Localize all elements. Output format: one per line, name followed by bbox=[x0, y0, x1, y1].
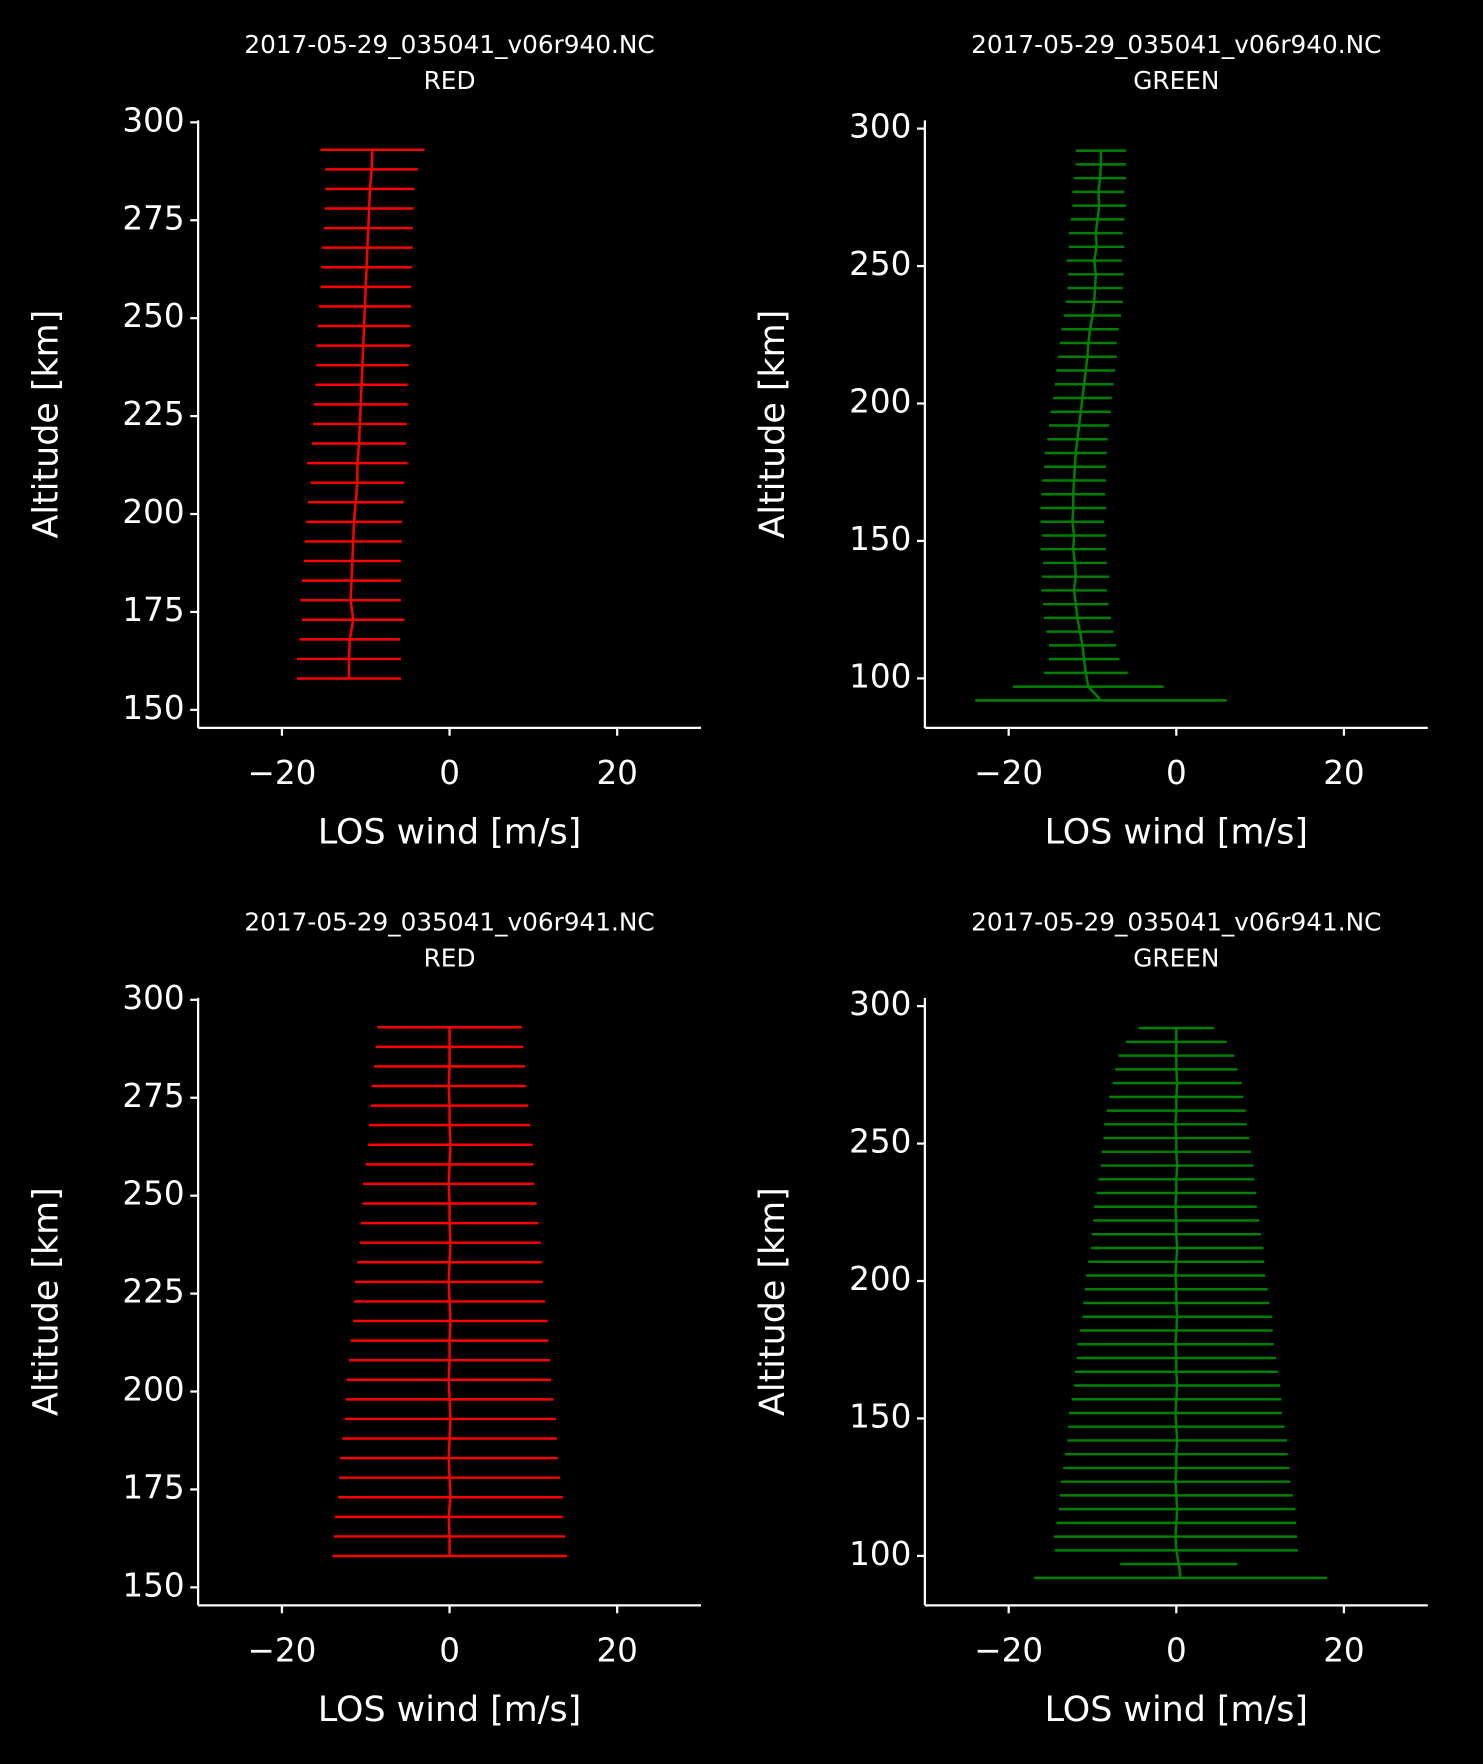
y-tick-label: 225 bbox=[122, 1273, 184, 1311]
profile-line bbox=[1071, 150, 1103, 702]
chart-title: 2017-05-29_035041_v06r941.NC bbox=[971, 908, 1381, 937]
y-tick-label: 175 bbox=[122, 591, 184, 629]
chart-subtitle: GREEN bbox=[1133, 66, 1219, 95]
x-tick-label: 20 bbox=[1323, 754, 1365, 792]
x-axis-label: LOS wind [m/s] bbox=[318, 1690, 581, 1730]
x-tick-label: −20 bbox=[974, 1632, 1043, 1670]
x-tick-label: −20 bbox=[974, 754, 1043, 792]
y-tick-label: 300 bbox=[849, 985, 911, 1023]
chart-subtitle: RED bbox=[424, 944, 476, 973]
y-tick-label: 100 bbox=[849, 1535, 911, 1573]
y-tick-label: 200 bbox=[849, 383, 911, 421]
profile-line bbox=[447, 1027, 452, 1557]
x-tick-label: 0 bbox=[1166, 754, 1187, 792]
y-tick-label: 225 bbox=[122, 395, 184, 433]
y-tick-label: 275 bbox=[122, 1077, 184, 1115]
x-axis-label: LOS wind [m/s] bbox=[318, 813, 581, 853]
x-axis-label: LOS wind [m/s] bbox=[1045, 1690, 1308, 1730]
y-tick-label: 150 bbox=[122, 1566, 184, 1604]
y-axis-label: Altitude [km] bbox=[753, 1187, 793, 1416]
y-tick-label: 250 bbox=[122, 1175, 184, 1213]
x-axis-label: LOS wind [m/s] bbox=[1045, 813, 1308, 853]
y-tick-label: 250 bbox=[849, 1123, 911, 1161]
y-tick-label: 275 bbox=[122, 199, 184, 237]
y-axis-label: Altitude [km] bbox=[26, 1187, 66, 1416]
y-tick-label: 300 bbox=[849, 108, 911, 146]
y-tick-label: 300 bbox=[122, 101, 184, 139]
chart-subtitle: GREEN bbox=[1133, 944, 1219, 973]
chart-title: 2017-05-29_035041_v06r940.NC bbox=[971, 30, 1381, 59]
x-tick-label: 0 bbox=[439, 1632, 460, 1670]
y-tick-label: 300 bbox=[122, 979, 184, 1017]
y-tick-label: 200 bbox=[122, 493, 184, 531]
y-tick-label: 150 bbox=[849, 1397, 911, 1435]
chart-title: 2017-05-29_035041_v06r941.NC bbox=[244, 908, 654, 937]
chart-title: 2017-05-29_035041_v06r940.NC bbox=[244, 30, 654, 59]
y-tick-label: 150 bbox=[849, 520, 911, 558]
y-tick-label: 175 bbox=[122, 1468, 184, 1506]
y-tick-label: 100 bbox=[849, 657, 911, 695]
x-tick-label: −20 bbox=[248, 754, 317, 792]
y-tick-label: 200 bbox=[849, 1260, 911, 1298]
y-tick-label: 250 bbox=[122, 297, 184, 335]
x-tick-label: 20 bbox=[596, 1632, 638, 1670]
x-tick-label: 20 bbox=[1323, 1632, 1365, 1670]
y-axis-label: Altitude [km] bbox=[26, 310, 66, 539]
profile-line bbox=[347, 149, 374, 679]
x-tick-label: 0 bbox=[1166, 1632, 1187, 1670]
x-tick-label: 20 bbox=[596, 754, 638, 792]
y-axis-label: Altitude [km] bbox=[753, 310, 793, 539]
x-tick-label: 0 bbox=[439, 754, 460, 792]
y-tick-label: 250 bbox=[849, 245, 911, 283]
chart-subtitle: RED bbox=[424, 66, 476, 95]
y-tick-label: 150 bbox=[122, 689, 184, 727]
x-tick-label: −20 bbox=[248, 1632, 317, 1670]
profile-line bbox=[1174, 1028, 1182, 1579]
y-tick-label: 200 bbox=[122, 1371, 184, 1409]
